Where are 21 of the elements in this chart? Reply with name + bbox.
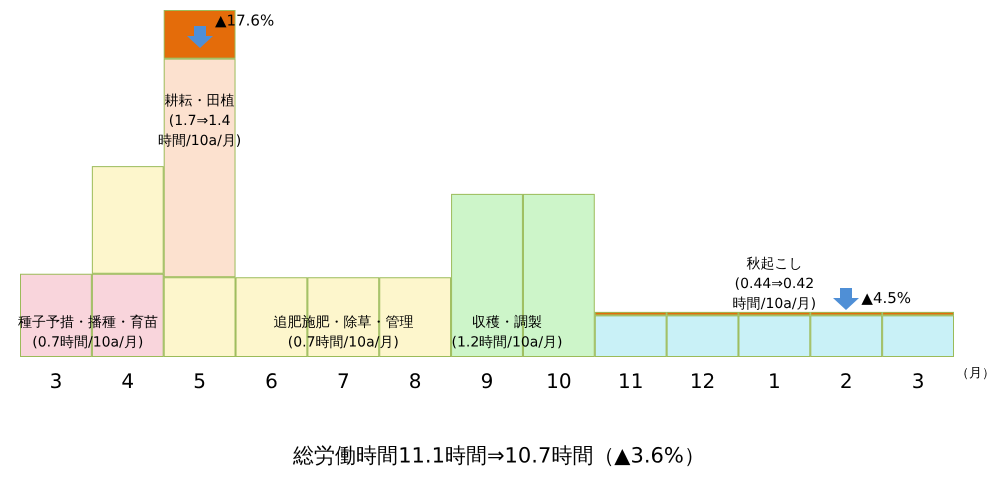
annotation: 種子予措・播種・育苗 (0.7時間/10a/月)	[18, 314, 158, 351]
x-axis-title: （月）	[956, 366, 995, 381]
x-tick-label: 6	[265, 369, 278, 393]
annotation: 追肥施肥・除草・管理 (0.7時間/10a/月)	[273, 314, 414, 351]
x-tick-label: 9	[480, 369, 494, 393]
x-tick-label: 5	[193, 369, 206, 393]
x-tick-label: 2	[840, 369, 853, 393]
annotation: 耕耘・田植 (1.7⇒1.4 時間/10a/月)	[158, 93, 242, 150]
annotation: 収穫・調製 (1.2時間/10a/月)	[451, 314, 563, 351]
x-tick-label: 3	[912, 369, 924, 393]
x-tick-label: 8	[408, 369, 422, 393]
x-tick-label: 10	[546, 369, 572, 393]
x-tick-label: 4	[121, 369, 134, 393]
x-tick-label: 12	[690, 369, 716, 393]
x-tick-label: 7	[336, 369, 350, 393]
annotation: ▲4.5%	[861, 289, 912, 308]
annotation: 秋起こし (0.44⇒0.42 時間/10a/月)	[732, 256, 816, 312]
text: 総労働時間11.1時間⇒10.7時間（▲3.6%）	[292, 444, 705, 468]
x-tick-label: 1	[768, 369, 781, 393]
x-tick-label: 3	[50, 369, 62, 393]
x-tick-label: 11	[618, 369, 644, 393]
